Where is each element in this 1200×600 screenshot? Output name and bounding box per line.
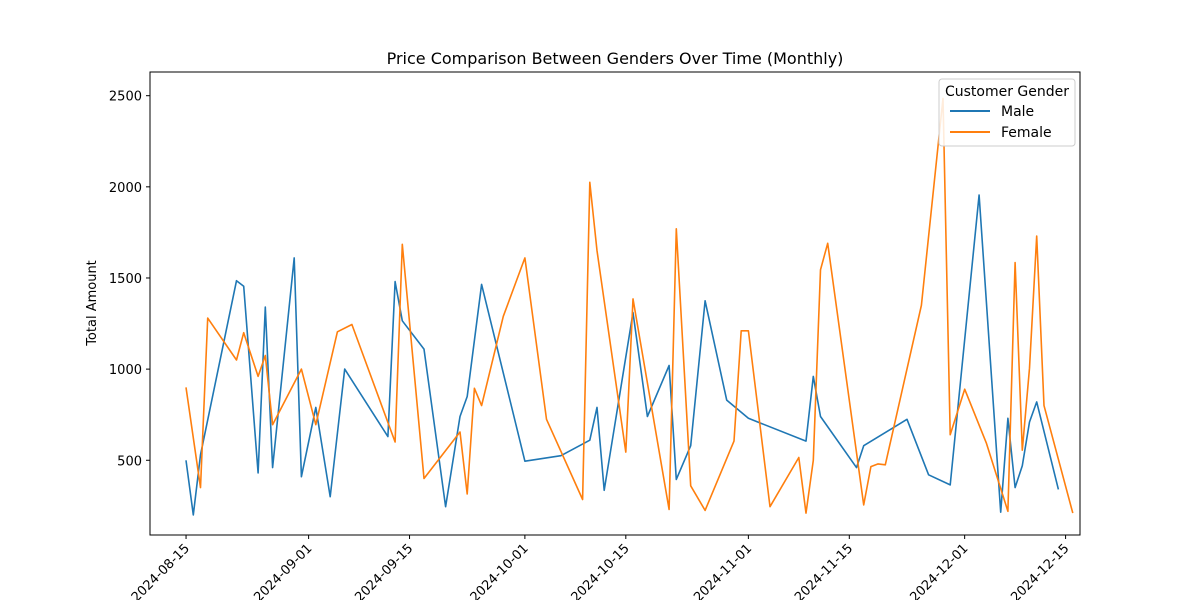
x-tick-label: 2024-12-01: [907, 541, 971, 600]
legend-label-female: Female: [1001, 125, 1052, 141]
x-tick-label: 2024-11-01: [691, 541, 755, 600]
legend: Customer Gender Male Female: [938, 78, 1076, 147]
chart-title: Price Comparison Between Genders Over Ti…: [387, 49, 844, 68]
y-tick-label: 2500: [109, 90, 142, 105]
plot-frame: [149, 71, 1081, 536]
legend-title: Customer Gender: [945, 84, 1069, 100]
y-tick-label: 500: [117, 454, 142, 469]
legend-box: [938, 78, 1076, 147]
y-tick-label: 1000: [109, 363, 142, 378]
axes-layer: 500 1000 1500 2000 2500 2024-08-15 2024-09-01 2…: [109, 71, 1081, 600]
x-tick-label: 2024-08-15: [129, 541, 193, 600]
series-line-male: [185, 194, 1060, 516]
x-tick-label: 2024-09-15: [352, 541, 416, 600]
y-tick-label: 1500: [109, 272, 142, 287]
x-tick-label: 2024-10-15: [569, 541, 633, 600]
x-tick-label: 2024-09-01: [251, 541, 315, 600]
series-line-female: [185, 97, 1074, 514]
legend-label-male: Male: [1001, 104, 1034, 120]
x-tick-label: 2024-10-01: [468, 541, 532, 600]
x-tick-label: 2024-12-15: [1008, 541, 1072, 600]
x-tick-label: 2024-11-15: [792, 541, 856, 600]
series-layer: [185, 97, 1074, 516]
y-tick-label: 2000: [109, 181, 142, 196]
y-axis-title: Total Amount: [85, 260, 100, 347]
